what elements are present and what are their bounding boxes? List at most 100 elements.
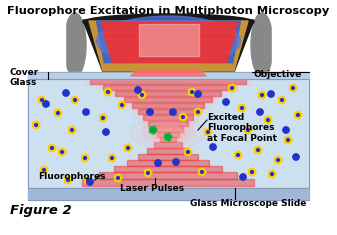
Circle shape (235, 155, 238, 158)
Circle shape (184, 152, 188, 155)
Circle shape (239, 153, 242, 157)
Circle shape (167, 137, 171, 141)
Circle shape (64, 177, 68, 180)
Circle shape (41, 96, 44, 99)
Polygon shape (157, 132, 179, 137)
Polygon shape (148, 121, 188, 126)
Circle shape (145, 173, 148, 176)
Circle shape (40, 167, 44, 170)
Ellipse shape (142, 122, 194, 144)
Circle shape (241, 104, 244, 107)
Polygon shape (148, 127, 188, 133)
Circle shape (38, 100, 42, 103)
Circle shape (85, 180, 88, 183)
Circle shape (182, 118, 185, 121)
Circle shape (289, 85, 293, 88)
Text: Figure 2: Figure 2 (10, 204, 72, 217)
Polygon shape (138, 154, 198, 160)
Circle shape (258, 92, 262, 95)
Circle shape (82, 158, 85, 161)
Circle shape (121, 101, 124, 104)
Circle shape (104, 89, 108, 92)
Text: Glass Microscope Slide: Glass Microscope Slide (190, 199, 306, 208)
Circle shape (164, 134, 168, 137)
Polygon shape (102, 28, 235, 32)
Circle shape (297, 111, 300, 114)
Polygon shape (100, 22, 237, 26)
Circle shape (150, 130, 153, 133)
Circle shape (277, 156, 280, 160)
Polygon shape (124, 97, 212, 102)
Circle shape (42, 168, 45, 171)
Circle shape (241, 109, 244, 112)
Circle shape (104, 116, 107, 120)
Circle shape (251, 168, 254, 172)
Circle shape (257, 146, 261, 149)
Circle shape (269, 118, 272, 122)
Circle shape (249, 128, 252, 132)
Circle shape (269, 174, 272, 177)
Polygon shape (28, 79, 309, 188)
Circle shape (187, 151, 189, 153)
Circle shape (86, 156, 89, 160)
Polygon shape (90, 79, 246, 84)
Circle shape (198, 169, 202, 172)
Circle shape (102, 114, 105, 118)
Circle shape (187, 153, 190, 156)
Circle shape (43, 101, 49, 107)
Circle shape (268, 91, 274, 97)
Circle shape (69, 178, 72, 182)
Circle shape (147, 109, 153, 115)
Circle shape (194, 109, 198, 112)
Circle shape (184, 115, 187, 119)
Circle shape (237, 156, 240, 159)
Circle shape (297, 116, 300, 119)
Circle shape (293, 154, 299, 160)
Circle shape (188, 92, 192, 95)
Polygon shape (111, 58, 226, 62)
Circle shape (43, 166, 47, 169)
Circle shape (40, 170, 44, 173)
Polygon shape (147, 148, 189, 154)
Circle shape (187, 148, 190, 151)
Circle shape (87, 176, 90, 180)
Circle shape (55, 113, 58, 116)
Circle shape (201, 172, 204, 176)
Circle shape (201, 171, 204, 173)
Circle shape (244, 130, 248, 133)
Circle shape (124, 148, 128, 151)
Circle shape (261, 91, 264, 94)
Circle shape (109, 158, 112, 161)
Circle shape (299, 113, 302, 117)
Polygon shape (96, 21, 241, 64)
Circle shape (43, 171, 47, 174)
Circle shape (191, 93, 194, 96)
Circle shape (167, 133, 171, 137)
Circle shape (166, 136, 170, 138)
Circle shape (32, 125, 36, 128)
Circle shape (139, 95, 142, 98)
Circle shape (231, 84, 234, 87)
Circle shape (184, 149, 188, 152)
Circle shape (295, 115, 298, 118)
Circle shape (289, 138, 292, 142)
Circle shape (251, 172, 254, 176)
Polygon shape (143, 115, 193, 120)
Polygon shape (115, 91, 221, 96)
Circle shape (265, 117, 268, 120)
Circle shape (267, 119, 269, 121)
Circle shape (244, 127, 248, 130)
Circle shape (111, 159, 114, 162)
Circle shape (274, 157, 278, 160)
Circle shape (292, 84, 295, 87)
Circle shape (71, 126, 74, 129)
Circle shape (141, 91, 144, 94)
Polygon shape (127, 160, 209, 166)
Circle shape (277, 161, 280, 164)
Polygon shape (272, 13, 337, 77)
Polygon shape (119, 97, 217, 103)
Polygon shape (139, 24, 198, 56)
Circle shape (53, 146, 56, 150)
Circle shape (141, 94, 144, 96)
Circle shape (103, 129, 109, 135)
